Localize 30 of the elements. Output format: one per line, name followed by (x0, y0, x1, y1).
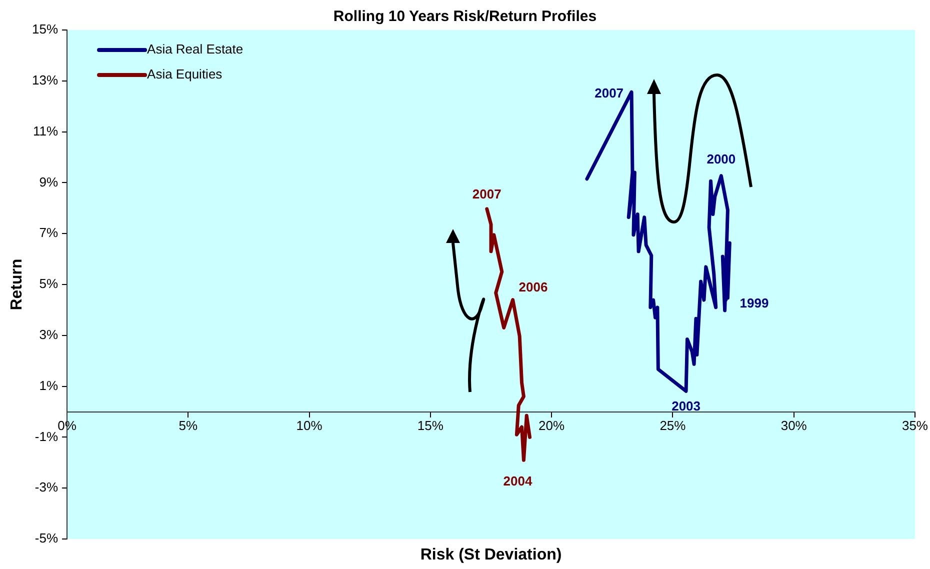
x-tick-label: 30% (780, 418, 808, 434)
x-tick-label: 35% (902, 418, 928, 434)
y-tick-label: 5% (39, 276, 58, 292)
x-tick-label: 25% (660, 418, 686, 434)
annotation: 2003 (672, 398, 700, 414)
legend-label: Asia Equities (147, 66, 223, 82)
y-tick-label: 9% (39, 174, 58, 190)
annotation: 2007 (472, 186, 502, 202)
annotation: 2000 (706, 151, 736, 166)
annotation: 2004 (503, 474, 533, 489)
x-tick-label: 10% (296, 418, 323, 434)
y-tick-label: -1% (34, 428, 58, 444)
chart-title: Rolling 10 Years Risk/Return Profiles (333, 8, 597, 26)
y-tick-label: 15% (32, 22, 58, 37)
annotation: 2007 (594, 86, 624, 101)
x-tick-label: 5% (178, 418, 198, 434)
y-axis-title: Return (8, 258, 26, 310)
annotation: 2006 (518, 279, 548, 294)
y-tick-label: 7% (39, 225, 58, 240)
y-tick-label: -5% (34, 530, 58, 546)
y-tick-label: 11% (32, 123, 58, 138)
legend-label: Asia Real Estate (147, 42, 244, 57)
annotation: 1999 (740, 296, 769, 311)
y-tick-label: 3% (39, 326, 58, 342)
x-tick-label: 20% (538, 418, 566, 434)
y-tick-label: -3% (34, 480, 58, 495)
x-axis-title: Risk (St Deviation) (420, 546, 562, 564)
y-tick-label: 13% (32, 72, 58, 88)
x-tick-label: 15% (417, 418, 444, 434)
y-tick-label: 1% (39, 378, 58, 393)
